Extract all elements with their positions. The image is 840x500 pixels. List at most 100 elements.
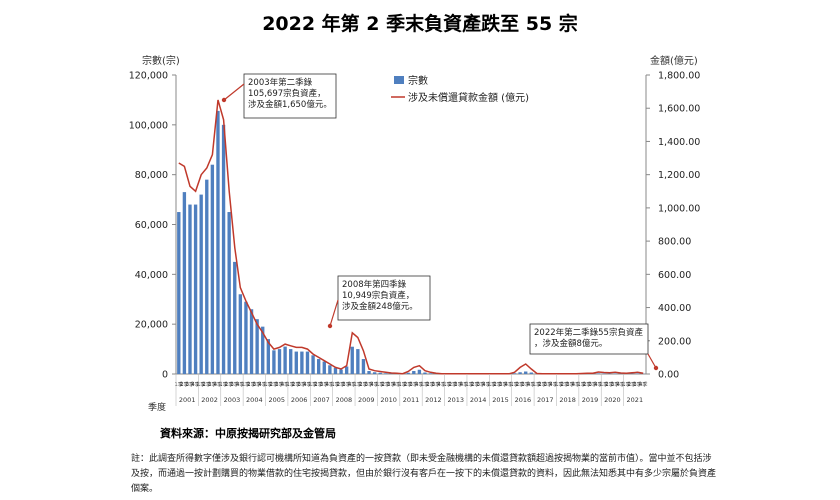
bar — [417, 369, 422, 374]
quarter-tick-label: 3季 — [275, 380, 284, 388]
bar — [428, 373, 433, 374]
quarter-tick-label: 2季 — [180, 380, 189, 388]
annotation-text: 2003年第二季錄 — [248, 77, 313, 88]
quarter-tick-label: 3季 — [521, 380, 530, 388]
quarter-tick-label: 4季 — [505, 380, 514, 388]
year-label: 2007 — [313, 396, 330, 404]
year-label: 2018 — [559, 396, 576, 404]
quarter-tick-label: 3季 — [298, 380, 307, 388]
quarter-tick-label: 4季 — [527, 380, 536, 388]
bar — [182, 192, 187, 374]
bar — [322, 361, 326, 374]
quarter-tick-label: 3季 — [231, 380, 240, 388]
bar — [238, 294, 243, 374]
annotation-text: 2008年第四季錄 — [342, 279, 407, 290]
quarter-tick-label: 4季 — [639, 380, 648, 388]
quarter-tick-label: 4季 — [438, 380, 447, 388]
bar — [412, 371, 416, 374]
year-label: 2001 — [179, 396, 196, 404]
bar — [277, 349, 282, 374]
annotation-text: 10,949宗負資產， — [342, 290, 414, 301]
quarter-tick-label: 4季 — [594, 380, 603, 388]
quarter-tick-label: 3季 — [477, 380, 486, 388]
bar — [344, 366, 349, 374]
quarter-tick-label: 1季 — [466, 380, 475, 388]
quarter-tick-label: 3季 — [611, 380, 620, 388]
bar — [272, 350, 276, 374]
quarter-tick-label: 2季 — [493, 380, 502, 388]
bar — [210, 164, 215, 374]
year-label: 2003 — [224, 396, 241, 404]
year-label: 2002 — [201, 396, 218, 404]
legend-bar-label: 宗數 — [408, 74, 428, 87]
quarter-tick-label: 3季 — [186, 380, 195, 388]
bar — [294, 351, 298, 374]
year-label: 2017 — [537, 396, 554, 404]
quarter-tick-label: 2季 — [225, 380, 234, 388]
right-tick-label: 800.00 — [658, 237, 691, 248]
quarter-tick-label: 1季 — [488, 380, 497, 388]
quarter-tick-label: 4季 — [393, 380, 402, 388]
year-label: 2014 — [470, 396, 487, 404]
quarter-tick-label: 2季 — [538, 380, 547, 388]
quarter-tick-label: 3季 — [365, 380, 374, 388]
footnote: 註：此調查所得數字僅涉及銀行認可機構所知道為負資產的一按貸款（即未受金融機構的未… — [131, 454, 717, 494]
quarter-tick-label: 4季 — [460, 380, 469, 388]
quarter-tick-label: 2季 — [426, 380, 435, 388]
quarter-tick-label: 1季 — [555, 380, 564, 388]
annotation-box — [243, 73, 337, 119]
bar — [328, 365, 332, 374]
source-text: 資料來源：中原按揭研究部及金管局 — [160, 427, 336, 440]
annotation-text: 2022年第二季錄55宗負資產 — [534, 327, 643, 338]
quarter-tick-label: 1季 — [286, 380, 295, 388]
right-tick-label: 1,000.00 — [658, 203, 700, 214]
right-axis-unit: 金額(億元) — [650, 56, 698, 67]
quarter-tick-label: 2季 — [404, 380, 413, 388]
bar — [378, 372, 382, 374]
quarter-tick-label: 2季 — [471, 380, 480, 388]
bar — [249, 309, 254, 374]
quarter-tick-label: 2季 — [561, 380, 570, 388]
quarter-tick-label: 4季 — [572, 380, 581, 388]
year-label: 2016 — [515, 396, 532, 404]
annotation-box — [529, 323, 649, 355]
quarter-tick-label: 4季 — [415, 380, 424, 388]
annotation-text: 105,697宗負資產， — [248, 88, 326, 99]
left-tick-label: 0 — [162, 370, 168, 381]
quarter-tick-label: 4季 — [303, 380, 312, 388]
year-label: 2005 — [268, 396, 285, 404]
quarter-tick-label: 1季 — [354, 380, 363, 388]
quarter-tick-label: 3季 — [633, 380, 642, 388]
bar — [356, 349, 360, 374]
quarter-tick-label: 3季 — [499, 380, 508, 388]
year-label: 2011 — [403, 396, 420, 404]
quarter-tick-label: 1季 — [376, 380, 385, 388]
quarter-tick-label: 3季 — [566, 380, 575, 388]
quarter-tick-label: 2季 — [583, 380, 592, 388]
quarter-tick-label: 1季 — [398, 380, 407, 388]
quarter-tick-label: 3季 — [387, 380, 396, 388]
year-label: 2004 — [246, 396, 263, 404]
bar — [266, 339, 270, 374]
quarter-tick-label: 4季 — [258, 380, 267, 388]
left-tick-label: 120,000 — [129, 71, 168, 82]
bar — [216, 110, 220, 374]
year-label: 2020 — [604, 396, 621, 404]
annotation-arrowhead — [221, 97, 227, 103]
left-tick-label: 20,000 — [135, 320, 168, 331]
quarter-tick-label: 1季 — [600, 380, 609, 388]
quarter-tick-label: 2季 — [314, 380, 323, 388]
quarter-tick-label: 4季 — [370, 380, 379, 388]
annotation-arrowhead — [653, 365, 659, 371]
bar — [177, 212, 181, 374]
bar — [221, 124, 226, 374]
bar — [361, 359, 366, 374]
bar — [227, 212, 231, 374]
bar — [339, 369, 343, 374]
quarter-tick-label: 4季 — [326, 380, 335, 388]
annotation-box — [337, 275, 431, 321]
annotation-text: 涉及金額248億元。 — [342, 301, 418, 312]
right-tick-label: 1,800.00 — [658, 71, 700, 82]
left-tick-label: 40,000 — [135, 270, 168, 281]
quarter-tick-label: 1季 — [443, 380, 452, 388]
